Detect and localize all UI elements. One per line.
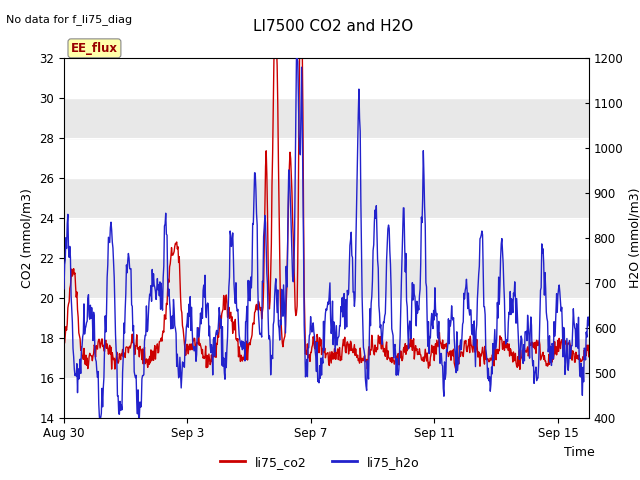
- Bar: [64, 378, 589, 418]
- Bar: [64, 97, 589, 138]
- Bar: [64, 258, 589, 298]
- Bar: [64, 138, 589, 178]
- Bar: [64, 58, 589, 97]
- Text: No data for f_li75_diag: No data for f_li75_diag: [6, 14, 132, 25]
- Y-axis label: H2O (mmol/m3): H2O (mmol/m3): [629, 187, 640, 288]
- Bar: [64, 298, 589, 337]
- Bar: [64, 217, 589, 258]
- Text: Time: Time: [564, 446, 595, 459]
- Text: LI7500 CO2 and H2O: LI7500 CO2 and H2O: [253, 19, 413, 34]
- Bar: [64, 337, 589, 378]
- Legend: li75_co2, li75_h2o: li75_co2, li75_h2o: [215, 451, 425, 474]
- Text: EE_flux: EE_flux: [71, 42, 118, 55]
- Bar: [64, 178, 589, 217]
- Y-axis label: CO2 (mmol/m3): CO2 (mmol/m3): [20, 188, 34, 288]
